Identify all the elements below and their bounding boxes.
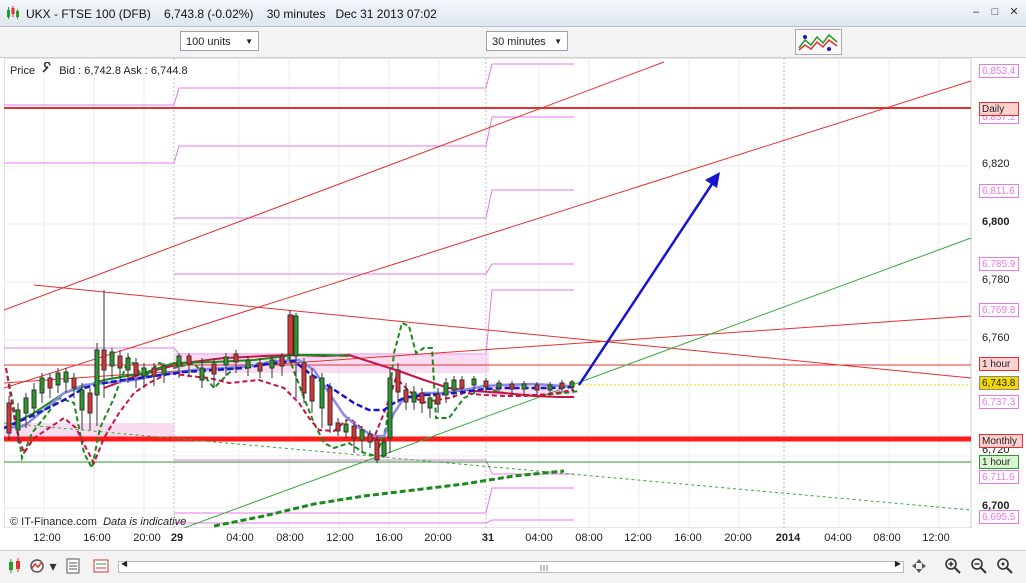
time-label: 20:00 <box>424 532 452 544</box>
time-label: 16:00 <box>674 532 702 544</box>
template-icon[interactable] <box>92 557 110 575</box>
price-tick: 6,760 <box>982 332 1010 344</box>
minimize-button[interactable]: – <box>972 6 980 18</box>
bid-ask-text: Bid : 6,742.8 Ask : 6,744.8 <box>59 65 188 77</box>
units-dropdown[interactable]: 100 units ▼ <box>180 31 259 51</box>
scroll-thumb-icon[interactable] <box>539 563 549 571</box>
candles-icon[interactable] <box>6 557 24 575</box>
price-label[interactable]: Price <box>10 65 36 77</box>
price-chart-svg[interactable] <box>3 57 1022 529</box>
time-axis: 12:00 16:00 20:00 29 04:00 08:00 12:00 1… <box>0 529 972 547</box>
scroll-left-icon[interactable]: ◀ <box>121 559 128 568</box>
price-tick: 6,700 <box>982 500 1010 512</box>
time-label: 20:00 <box>724 532 752 544</box>
price-tick: 6,780 <box>982 274 1010 286</box>
indicator-chart-icon <box>798 33 838 51</box>
candles-app-icon <box>7 6 19 19</box>
time-label: 12:00 <box>922 532 950 544</box>
copyright-text: © IT-Finance.com <box>10 516 97 528</box>
pivot-label: 6,737.3 <box>979 395 1019 409</box>
dropdown-arrow-icon[interactable]: ▾ <box>49 558 57 574</box>
time-label-day: 31 <box>481 532 495 544</box>
time-label: 08:00 <box>276 532 304 544</box>
time-label: 16:00 <box>375 532 403 544</box>
drawing-tools-icon[interactable] <box>64 557 82 575</box>
title-bar: UKX - FTSE 100 (DFB) 6,743.8 (-0.02%) 30… <box>0 0 1026 27</box>
monthly-label: Monthly <box>979 434 1023 448</box>
time-label-day: 29 <box>170 532 184 544</box>
zoom-reset-icon[interactable] <box>996 557 1014 575</box>
pivot-label: 6,785.9 <box>979 257 1019 271</box>
scroll-right-icon[interactable]: ▶ <box>894 559 901 568</box>
window-title: UKX - FTSE 100 (DFB) 6,743.8 (-0.02%) 30… <box>26 7 437 21</box>
one-hour-label: 1 hour <box>979 357 1019 371</box>
price-tick: 6,800 <box>982 216 1010 228</box>
price-tick: 6,820 <box>982 158 1010 170</box>
time-label: 04:00 <box>824 532 852 544</box>
pivot-label: 6,811.6 <box>979 184 1019 198</box>
pivot-label: 6,695.5 <box>979 510 1019 524</box>
daily-label: Daily <box>979 102 1019 116</box>
zoom-in-icon[interactable] <box>944 557 962 575</box>
chart-scrollbar[interactable]: ◀ ▶ <box>118 559 904 573</box>
pivot-label: 6,711.6 <box>979 470 1019 484</box>
time-label: 08:00 <box>575 532 603 544</box>
chart-toolbar: 100 units ▼ 30 minutes ▼ <box>0 27 1026 58</box>
indicators-icon[interactable] <box>28 557 46 575</box>
indicative-text: Data is indicative <box>103 516 187 528</box>
wrench-icon[interactable] <box>41 61 53 79</box>
time-label: 20:00 <box>133 532 161 544</box>
time-label: 04:00 <box>525 532 553 544</box>
time-label: 16:00 <box>83 532 111 544</box>
chevron-down-icon: ▼ <box>554 37 562 46</box>
chevron-down-icon: ▼ <box>245 37 253 46</box>
time-label: 04:00 <box>226 532 254 544</box>
chart-area[interactable]: Price Bid : 6,742.8 Ask : 6,744.8 © IT-F… <box>3 57 1023 529</box>
maximize-button[interactable]: □ <box>991 6 999 18</box>
zoom-out-icon[interactable] <box>970 557 988 575</box>
interval-dropdown[interactable]: 30 minutes ▼ <box>486 31 568 51</box>
current-price-label: 6,743.8 <box>979 376 1019 390</box>
copyright-notice: © IT-Finance.com Data is indicative <box>10 516 186 528</box>
price-header: Price Bid : 6,742.8 Ask : 6,744.8 <box>10 61 188 79</box>
indicator-button[interactable] <box>795 29 842 55</box>
interval-value: 30 minutes <box>492 36 546 48</box>
units-value: 100 units <box>186 36 231 48</box>
time-label: 12:00 <box>624 532 652 544</box>
time-label: 12:00 <box>33 532 61 544</box>
one-hour-label-green: 1 hour <box>979 455 1019 469</box>
close-button[interactable]: ✕ <box>1009 6 1019 18</box>
time-label: 12:00 <box>326 532 354 544</box>
pivot-label: 6,769.8 <box>979 303 1019 317</box>
time-label-year: 2014 <box>775 532 801 544</box>
bottom-toolbar: ▾ ◀ ▶ <box>0 550 1026 583</box>
pivot-label: 6,853.4 <box>979 64 1019 78</box>
time-label: 08:00 <box>873 532 901 544</box>
drag-handle-icon[interactable] <box>910 557 928 575</box>
